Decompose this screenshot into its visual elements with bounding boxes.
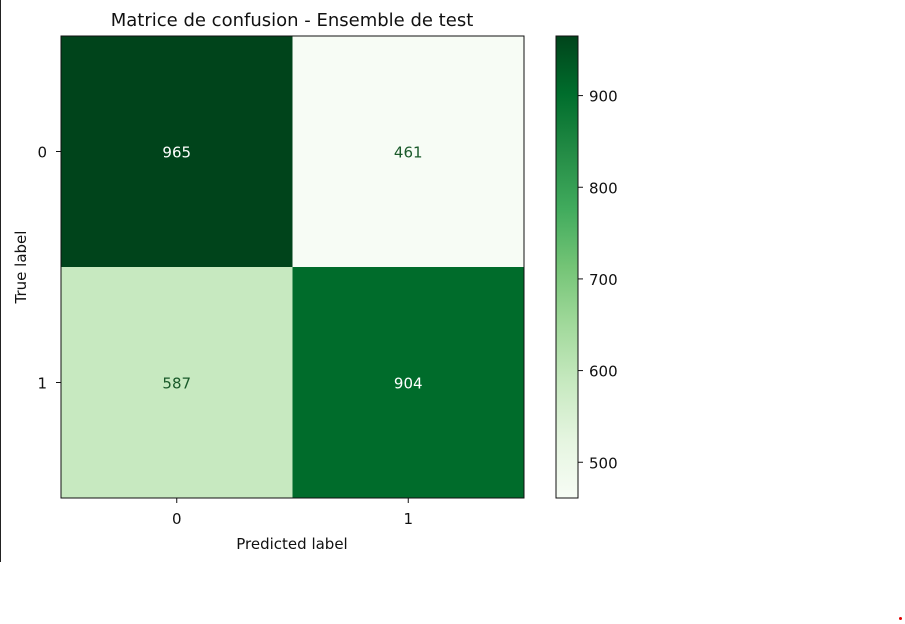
colorbar-tick-label: 700 bbox=[589, 271, 618, 289]
y-tick-label: 1 bbox=[37, 375, 47, 393]
matrix-cell-1-1 bbox=[292, 267, 524, 498]
colorbar bbox=[555, 35, 579, 499]
colorbar-ticks: 500 600 700 800 900 bbox=[578, 88, 618, 472]
matrix-cell-1-0 bbox=[61, 267, 293, 498]
cell-value-label: 904 bbox=[394, 375, 423, 393]
matrix-cells bbox=[61, 36, 524, 498]
colorbar-tick-label: 900 bbox=[589, 88, 618, 106]
x-tick-label: 1 bbox=[403, 510, 413, 528]
colorbar-tick-label: 800 bbox=[589, 179, 618, 197]
x-tick-label: 0 bbox=[172, 510, 182, 528]
cell-value-label: 461 bbox=[394, 144, 423, 162]
red-dot-marker bbox=[899, 617, 902, 620]
y-axis-ticks: 01 bbox=[37, 144, 61, 393]
colorbar-tick-label: 600 bbox=[589, 363, 618, 381]
x-axis-label: Predicted label bbox=[236, 535, 347, 553]
matrix-frame bbox=[60, 35, 525, 499]
matrix-cell-0-1 bbox=[292, 36, 524, 267]
colorbar-tick-label: 500 bbox=[589, 454, 618, 472]
chart-title: Matrice de confusion - Ensemble de test bbox=[111, 10, 474, 31]
matrix-cell-0-0 bbox=[61, 36, 293, 267]
cell-value-label: 587 bbox=[162, 375, 191, 393]
matrix-cell-labels: 965 461 587 904 bbox=[162, 144, 422, 393]
y-axis-label: True label bbox=[12, 231, 30, 305]
left-border-line bbox=[0, 0, 1, 562]
cell-value-label: 965 bbox=[162, 144, 191, 162]
y-tick-label: 0 bbox=[37, 144, 47, 162]
